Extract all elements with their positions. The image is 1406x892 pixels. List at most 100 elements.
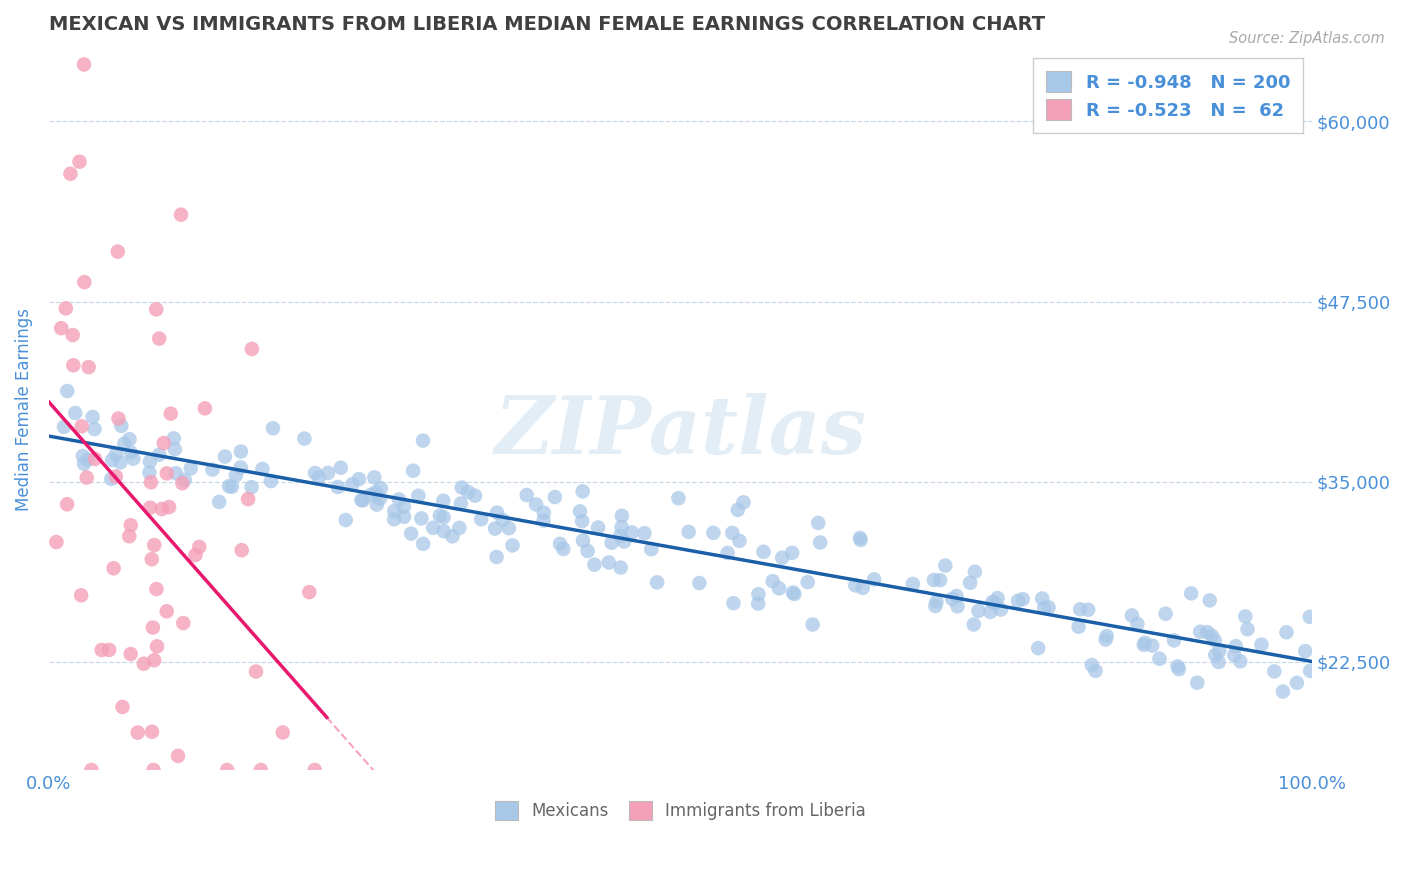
Point xyxy=(849,531,872,545)
Point xyxy=(127,725,149,739)
Point xyxy=(53,420,76,434)
Point xyxy=(260,474,283,488)
Point xyxy=(240,342,263,356)
Point xyxy=(412,434,434,448)
Point xyxy=(1187,675,1209,690)
Point xyxy=(1126,616,1149,631)
Point xyxy=(366,498,388,512)
Point xyxy=(1167,659,1189,673)
Point xyxy=(107,411,129,425)
Point xyxy=(502,538,524,552)
Point xyxy=(252,462,274,476)
Point xyxy=(120,518,142,533)
Point xyxy=(1007,594,1029,608)
Point xyxy=(167,748,190,763)
Point xyxy=(73,57,96,71)
Point xyxy=(807,516,830,530)
Point xyxy=(1121,608,1143,623)
Point xyxy=(388,492,411,507)
Point xyxy=(184,548,207,562)
Point xyxy=(103,561,125,575)
Point xyxy=(142,620,165,634)
Point xyxy=(609,529,631,543)
Point xyxy=(721,525,744,540)
Point xyxy=(498,521,520,535)
Point xyxy=(762,574,785,588)
Point xyxy=(1197,625,1219,640)
Point xyxy=(533,514,555,528)
Point xyxy=(101,453,124,467)
Point xyxy=(360,488,382,502)
Point xyxy=(1077,603,1099,617)
Point xyxy=(967,604,990,618)
Point xyxy=(1031,591,1053,606)
Point xyxy=(111,700,134,714)
Point xyxy=(138,466,160,480)
Point xyxy=(229,460,252,475)
Point xyxy=(118,432,141,446)
Point xyxy=(979,605,1001,619)
Point xyxy=(363,470,385,484)
Point xyxy=(598,556,620,570)
Point xyxy=(1236,622,1258,636)
Point xyxy=(163,442,186,457)
Point xyxy=(946,599,969,614)
Point xyxy=(141,724,163,739)
Point xyxy=(145,302,167,317)
Point xyxy=(368,491,391,506)
Point xyxy=(1133,636,1156,650)
Point xyxy=(1208,644,1230,658)
Point xyxy=(548,537,571,551)
Point xyxy=(208,495,231,509)
Point xyxy=(214,450,236,464)
Point xyxy=(422,521,444,535)
Point xyxy=(1198,593,1220,607)
Point xyxy=(1204,648,1226,662)
Point xyxy=(69,154,91,169)
Point xyxy=(492,513,515,527)
Point xyxy=(143,653,166,667)
Point xyxy=(1275,625,1298,640)
Point xyxy=(156,604,179,618)
Point xyxy=(1180,586,1202,600)
Point xyxy=(402,464,425,478)
Point xyxy=(1084,664,1107,678)
Point xyxy=(987,591,1010,605)
Point xyxy=(678,524,700,539)
Point xyxy=(464,489,486,503)
Point xyxy=(572,533,595,548)
Point xyxy=(412,537,434,551)
Point xyxy=(450,497,472,511)
Point xyxy=(1094,632,1116,647)
Point xyxy=(392,500,415,514)
Point xyxy=(571,484,593,499)
Point xyxy=(429,508,451,523)
Point xyxy=(768,582,790,596)
Point xyxy=(100,472,122,486)
Point xyxy=(104,469,127,483)
Point xyxy=(55,301,77,316)
Point xyxy=(568,504,591,518)
Point xyxy=(1294,644,1316,658)
Point xyxy=(65,406,87,420)
Point xyxy=(1285,676,1308,690)
Point xyxy=(408,489,430,503)
Point xyxy=(139,500,162,515)
Point xyxy=(120,647,142,661)
Point xyxy=(432,493,454,508)
Point xyxy=(142,763,165,777)
Point xyxy=(1154,607,1177,621)
Point xyxy=(702,525,724,540)
Point xyxy=(941,591,963,606)
Point xyxy=(600,535,623,549)
Point xyxy=(59,167,82,181)
Point xyxy=(613,534,636,549)
Point xyxy=(350,493,373,508)
Point xyxy=(645,575,668,590)
Point xyxy=(165,467,187,481)
Point xyxy=(1168,662,1191,676)
Legend: Mexicans, Immigrants from Liberia: Mexicans, Immigrants from Liberia xyxy=(488,794,873,827)
Point xyxy=(132,657,155,671)
Point xyxy=(308,470,330,484)
Point xyxy=(56,384,79,398)
